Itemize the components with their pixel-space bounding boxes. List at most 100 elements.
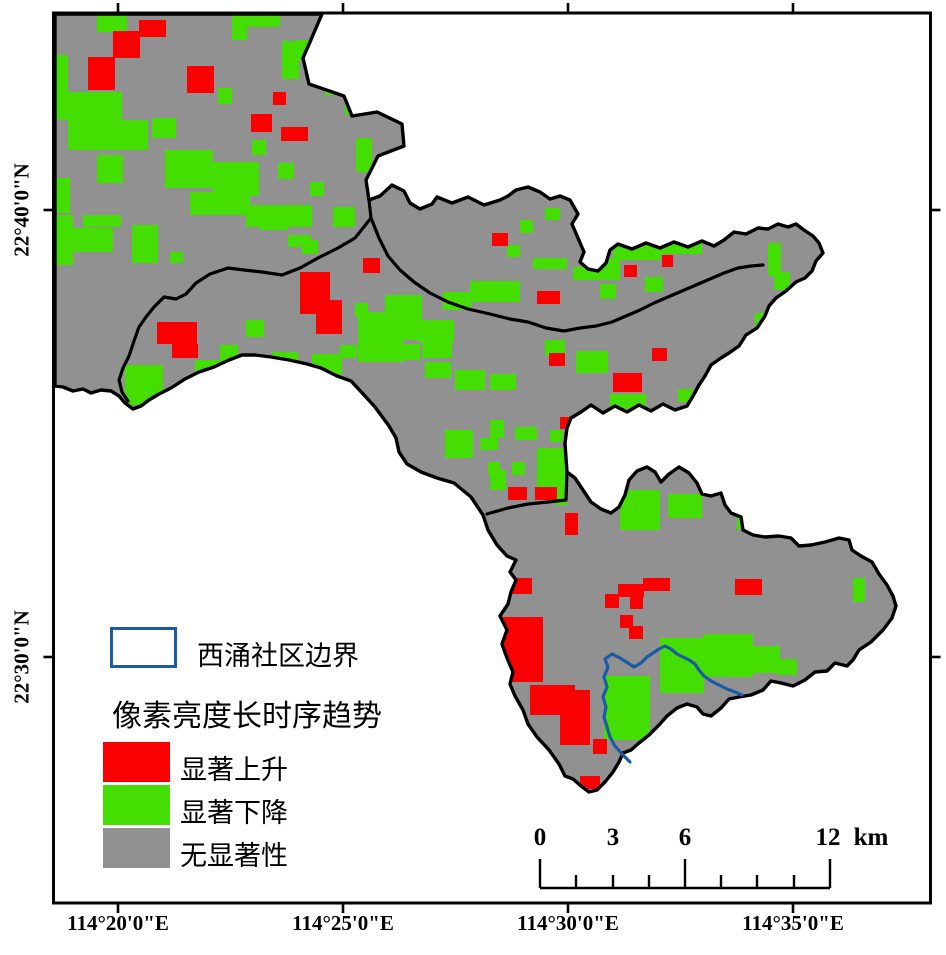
decrease-cell bbox=[480, 438, 498, 450]
increase-cell bbox=[139, 20, 166, 37]
increase-cell bbox=[492, 233, 508, 246]
decrease-cell bbox=[490, 420, 504, 438]
decrease-cell bbox=[65, 228, 113, 252]
decrease-cell bbox=[310, 182, 324, 196]
decrease-cell bbox=[220, 345, 238, 360]
decrease-cell bbox=[576, 351, 608, 373]
x-axis-label-0: 114°20'0"E bbox=[67, 911, 169, 935]
decrease-cell bbox=[278, 163, 294, 179]
decrease-cell bbox=[455, 370, 485, 390]
increase-cell bbox=[593, 739, 607, 754]
decrease-cell bbox=[768, 243, 781, 276]
y-axis-label-0: 22°40'0"N bbox=[9, 163, 34, 257]
decrease-cell bbox=[132, 225, 158, 263]
decrease-cell bbox=[55, 178, 70, 213]
increase-cell bbox=[508, 655, 543, 682]
decrease-cell bbox=[490, 470, 506, 490]
x-axis-label-2: 114°30'0"E bbox=[517, 911, 619, 935]
decrease-cell bbox=[340, 345, 357, 358]
decrease-cell bbox=[246, 320, 264, 337]
decrease-cell bbox=[512, 462, 525, 475]
x-axis-label-3: 114°35'0"E bbox=[742, 911, 844, 935]
map-frame bbox=[52, 11, 932, 905]
increase-cell bbox=[113, 31, 140, 58]
decrease-cell bbox=[232, 14, 247, 40]
decrease-cell bbox=[125, 365, 163, 405]
legend-label-increase: 显著上升 bbox=[180, 755, 288, 785]
decrease-cell bbox=[68, 120, 148, 150]
decrease-cell bbox=[55, 55, 68, 95]
scalebar-label-0: 0 bbox=[533, 824, 547, 851]
district-boundary-line bbox=[117, 198, 373, 403]
increase-cell bbox=[549, 353, 565, 366]
decrease-cell bbox=[260, 215, 288, 230]
decrease-cell bbox=[400, 344, 420, 360]
increase-cell bbox=[560, 690, 590, 745]
increase-cell bbox=[273, 92, 286, 105]
decrease-cell bbox=[55, 215, 73, 265]
increase-cell bbox=[157, 322, 197, 344]
scale-bar bbox=[538, 859, 832, 890]
decrease-cell bbox=[470, 281, 520, 302]
increase-cell bbox=[535, 487, 557, 500]
legend-swatch-decrease bbox=[103, 785, 170, 825]
increase-cell bbox=[187, 66, 214, 93]
legend-label-decrease: 显著下降 bbox=[180, 798, 288, 828]
legend-label-nosig: 无显著性 bbox=[180, 841, 288, 871]
scalebar-label-km: km bbox=[853, 824, 889, 851]
increase-cell bbox=[629, 626, 643, 639]
increase-cell bbox=[643, 578, 670, 591]
increase-cell bbox=[500, 617, 543, 657]
legend-swatch-nosig bbox=[103, 828, 170, 868]
increase-cell bbox=[580, 776, 600, 789]
decrease-cell bbox=[545, 208, 560, 220]
frame-ticks bbox=[43, 3, 941, 913]
increase-cell bbox=[508, 487, 527, 500]
decrease-cell bbox=[152, 118, 176, 138]
decrease-cell bbox=[252, 140, 266, 155]
increase-cell bbox=[662, 255, 673, 267]
decrease-cell bbox=[60, 92, 122, 120]
decrease-cell bbox=[282, 41, 299, 79]
decrease-cell bbox=[620, 490, 660, 530]
y-axis-label-1: 22°30'0"N bbox=[9, 610, 34, 704]
decrease-cell bbox=[555, 450, 567, 505]
legend-community-swatch bbox=[110, 627, 177, 668]
decrease-cell bbox=[83, 215, 121, 227]
increase-cell bbox=[251, 114, 272, 132]
increase-cell bbox=[630, 597, 643, 609]
decrease-cell bbox=[507, 245, 520, 257]
decrease-cell bbox=[668, 494, 702, 518]
decrease-cell bbox=[703, 634, 753, 677]
legend-community-label: 西涌社区边界 bbox=[197, 641, 359, 671]
decrease-cell bbox=[533, 258, 567, 269]
decrease-cell bbox=[165, 150, 213, 188]
increase-cell bbox=[281, 127, 308, 141]
decrease-cell bbox=[333, 207, 355, 227]
trend-cells bbox=[55, 14, 865, 789]
decrease-cell bbox=[445, 430, 473, 458]
decrease-cell bbox=[385, 295, 422, 340]
decrease-cell bbox=[97, 15, 127, 32]
increase-cell bbox=[363, 258, 380, 273]
decrease-cell bbox=[490, 374, 516, 390]
increase-cell bbox=[624, 265, 637, 277]
scalebar-label-3: 3 bbox=[606, 824, 620, 851]
increase-cell bbox=[316, 300, 342, 334]
increase-cell bbox=[605, 594, 619, 608]
district-boundary-line bbox=[485, 470, 569, 516]
increase-cell bbox=[652, 348, 667, 361]
decrease-cell bbox=[545, 340, 565, 356]
decrease-cell bbox=[218, 88, 232, 104]
decrease-cell bbox=[520, 220, 533, 233]
increase-cell bbox=[172, 344, 198, 358]
decrease-cell bbox=[774, 272, 790, 290]
decrease-cell bbox=[418, 320, 454, 342]
community-boundary-line bbox=[601, 644, 744, 764]
decrease-cell bbox=[777, 659, 797, 675]
decrease-cell bbox=[247, 14, 280, 27]
decrease-cell bbox=[288, 235, 311, 247]
scalebar-label-12: 12 bbox=[815, 824, 841, 851]
decrease-cell bbox=[213, 162, 259, 196]
